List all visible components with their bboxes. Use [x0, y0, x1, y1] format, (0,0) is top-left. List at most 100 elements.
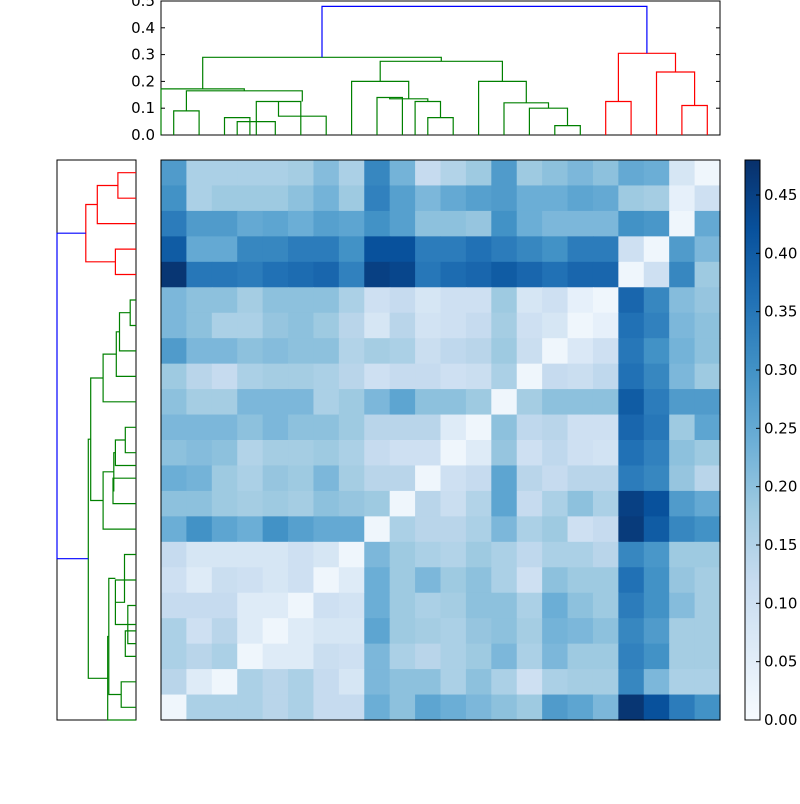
top-dendrogram-link: [202, 56, 442, 89]
heatmap-cell: [237, 567, 264, 594]
heatmap-cell: [211, 465, 238, 492]
heatmap-cell: [161, 567, 188, 594]
heatmap-cell: [211, 185, 238, 212]
heatmap-cell: [669, 389, 696, 416]
heatmap-cell: [186, 287, 213, 314]
heatmap-cell: [465, 185, 492, 212]
heatmap-cell: [288, 210, 315, 237]
heatmap-cell: [440, 338, 467, 365]
heatmap-cell: [567, 160, 594, 187]
heatmap-cell: [338, 389, 365, 416]
heatmap-cell: [440, 414, 467, 441]
left-dendrogram-link: [117, 172, 136, 199]
heatmap-cell: [465, 490, 492, 517]
heatmap-cell: [491, 541, 518, 568]
left-dendrogram-link: [90, 377, 104, 502]
heatmap-cell: [440, 567, 467, 594]
heatmap-cell: [669, 694, 696, 721]
heatmap-cell: [161, 618, 188, 645]
heatmap-cell: [542, 567, 569, 594]
heatmap-cell: [542, 516, 569, 543]
heatmap-cell: [440, 236, 467, 263]
heatmap-cell: [643, 210, 670, 237]
heatmap-cell: [542, 694, 569, 721]
heatmap-cell: [415, 567, 442, 594]
left-dendrogram-link: [85, 203, 116, 263]
heatmap-cell: [516, 185, 543, 212]
top-dendrogram-tick-label: 0.5: [131, 0, 155, 10]
heatmap-cell: [288, 669, 315, 696]
heatmap-cell: [415, 338, 442, 365]
top-dendrogram-link: [478, 80, 527, 135]
heatmap-cell: [161, 490, 188, 517]
heatmap-cell: [161, 389, 188, 416]
heatmap-cell: [669, 414, 696, 441]
heatmap-cell: [389, 643, 416, 670]
heatmap-cell: [211, 312, 238, 339]
heatmap-cell: [516, 160, 543, 187]
heatmap-cell: [618, 516, 645, 543]
heatmap-cell: [542, 389, 569, 416]
top-dendrogram-link: [617, 52, 677, 102]
heatmap-cell: [338, 338, 365, 365]
heatmap-cell: [313, 414, 340, 441]
heatmap-cell: [389, 669, 416, 696]
heatmap-cell: [237, 541, 264, 568]
heatmap-cell: [592, 465, 619, 492]
heatmap-cell: [465, 440, 492, 467]
heatmap-cell: [186, 440, 213, 467]
heatmap-cell: [364, 669, 391, 696]
top-dendrogram-tick-label: 0.4: [131, 19, 155, 37]
heatmap-cell: [465, 516, 492, 543]
left-dendrogram-link: [102, 353, 136, 403]
heatmap-cell: [186, 160, 213, 187]
heatmap-cell: [262, 261, 289, 288]
heatmap-cell: [389, 261, 416, 288]
heatmap-cell: [643, 618, 670, 645]
heatmap-cell: [542, 592, 569, 619]
heatmap-cell: [491, 618, 518, 645]
heatmap-cell: [440, 389, 467, 416]
heatmap-cell: [237, 516, 264, 543]
heatmap-cell: [643, 643, 670, 670]
heatmap-cell: [313, 643, 340, 670]
heatmap-cell: [440, 210, 467, 237]
heatmap-cell: [415, 210, 442, 237]
heatmap-cell: [186, 389, 213, 416]
heatmap-cell: [465, 261, 492, 288]
heatmap-cell: [237, 338, 264, 365]
heatmap-cell: [592, 541, 619, 568]
heatmap-cell: [364, 592, 391, 619]
heatmap-cell: [415, 541, 442, 568]
heatmap-cell: [542, 210, 569, 237]
heatmap-cell: [186, 694, 213, 721]
heatmap-cell: [415, 389, 442, 416]
heatmap-cell: [415, 185, 442, 212]
heatmap-cell: [313, 669, 340, 696]
heatmap-cell: [186, 592, 213, 619]
heatmap-cell: [440, 465, 467, 492]
heatmap-cell: [211, 669, 238, 696]
heatmap-cell: [465, 210, 492, 237]
heatmap-cell: [440, 541, 467, 568]
heatmap-cell: [542, 669, 569, 696]
heatmap-cell: [262, 490, 289, 517]
heatmap-cell: [237, 465, 264, 492]
colorbar-tick-label: 0.40: [764, 244, 797, 262]
heatmap-cell: [618, 567, 645, 594]
left-dendrogram-link: [118, 312, 136, 352]
heatmap-cell: [237, 490, 264, 517]
heatmap-cell: [440, 490, 467, 517]
heatmap-cell: [643, 694, 670, 721]
heatmap-cell: [542, 490, 569, 517]
heatmap-cell: [313, 185, 340, 212]
heatmap-cell: [186, 541, 213, 568]
heatmap-cell: [211, 210, 238, 237]
heatmap-cell: [491, 363, 518, 390]
heatmap-cell: [440, 516, 467, 543]
heatmap-cell: [237, 261, 264, 288]
heatmap-cell: [313, 592, 340, 619]
heatmap-cell: [542, 160, 569, 187]
